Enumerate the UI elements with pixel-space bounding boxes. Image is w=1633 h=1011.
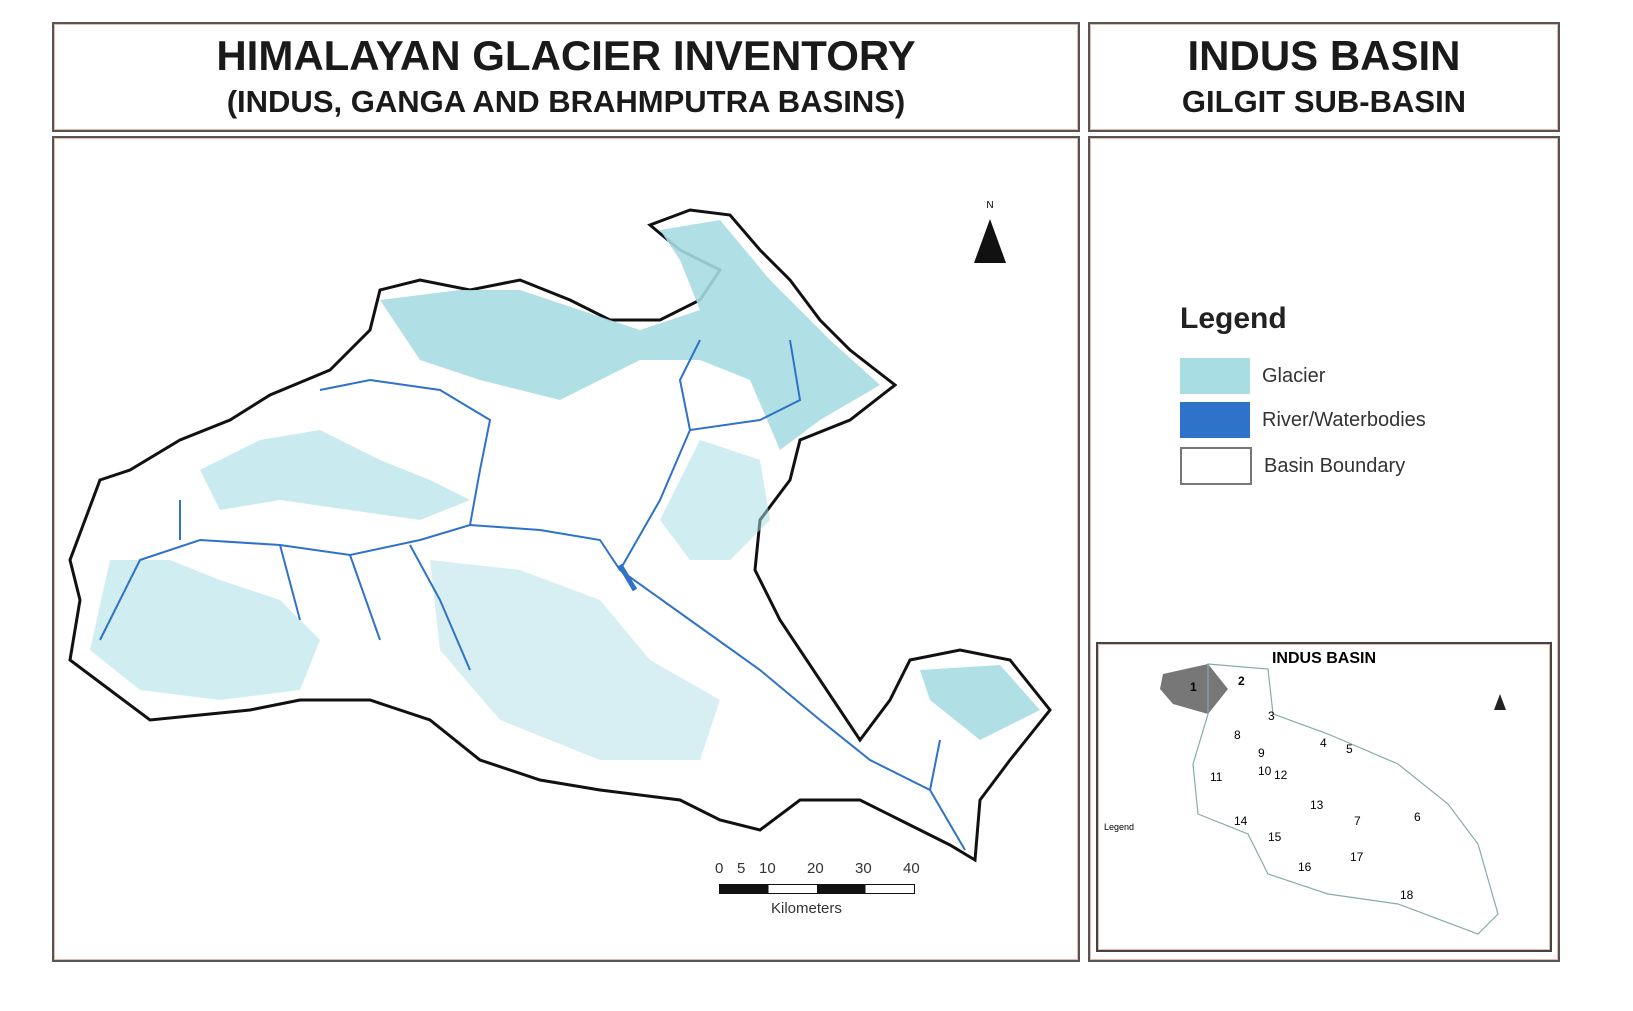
scale-bar: 0 5 10 20 30 40 Kilometers (715, 860, 920, 920)
region-number: 1 (1190, 680, 1197, 694)
region-number: 13 (1310, 798, 1324, 812)
inset-map: INDUS BASIN 1 2 3 4 5 6 7 8 9 10 11 12 1… (1096, 642, 1552, 952)
legend-label: River/Waterbodies (1262, 408, 1426, 431)
scale-tick: 30 (855, 860, 872, 877)
region-number: 12 (1274, 768, 1288, 782)
region-number: 11 (1210, 770, 1223, 784)
legend-label: Basin Boundary (1264, 454, 1406, 477)
scale-unit: Kilometers (771, 900, 842, 917)
region-number: 4 (1320, 736, 1327, 750)
basin-title-box: INDUS BASIN GILGIT SUB-BASIN (1088, 22, 1560, 132)
north-arrow: N (972, 200, 1008, 263)
region-number: 14 (1234, 814, 1248, 828)
region-number: 10 (1258, 764, 1272, 778)
legend-item-basin-boundary: Basin Boundary (1180, 447, 1405, 485)
legend-item-river: River/Waterbodies (1180, 402, 1426, 438)
inset-title: INDUS BASIN (1271, 650, 1376, 667)
region-number: 18 (1400, 888, 1414, 902)
map-title-box: HIMALAYAN GLACIER INVENTORY (INDUS, GANG… (52, 22, 1080, 132)
scale-tick: 20 (807, 860, 824, 877)
region-number: 7 (1354, 814, 1361, 828)
region-number: 17 (1350, 850, 1364, 864)
legend-title: Legend (1180, 302, 1287, 335)
inset-north-arrow-icon (1494, 694, 1506, 710)
sub-basin-title: GILGIT SUB-BASIN (1181, 84, 1467, 119)
region-number: 15 (1268, 830, 1282, 844)
region-number: 5 (1346, 742, 1353, 756)
region-number: 8 (1234, 728, 1241, 742)
legend-item-glacier: Glacier (1180, 358, 1325, 394)
scale-tick: 10 (759, 860, 776, 877)
map-subtitle: (INDUS, GANGA AND BRAHMPUTRA BASINS) (226, 84, 906, 119)
region-number: 2 (1238, 674, 1245, 688)
inset-legend-title: Legend (1104, 822, 1135, 832)
region-number: 9 (1258, 746, 1265, 760)
region-number: 6 (1414, 810, 1421, 824)
region-number: 3 (1268, 709, 1275, 723)
basin-title: INDUS BASIN (1187, 32, 1461, 79)
glacier-areas (90, 220, 1040, 760)
legend-label: Glacier (1262, 364, 1326, 387)
inset-basin-map (1160, 663, 1499, 935)
north-label: N (986, 200, 994, 211)
region-number: 16 (1298, 860, 1312, 874)
scale-tick: 5 (737, 860, 746, 877)
north-arrow-icon (974, 219, 1006, 263)
scale-tick: 0 (715, 860, 724, 877)
scale-tick: 40 (903, 860, 920, 877)
rivers (99, 339, 966, 851)
map-title: HIMALAYAN GLACIER INVENTORY (216, 32, 916, 79)
